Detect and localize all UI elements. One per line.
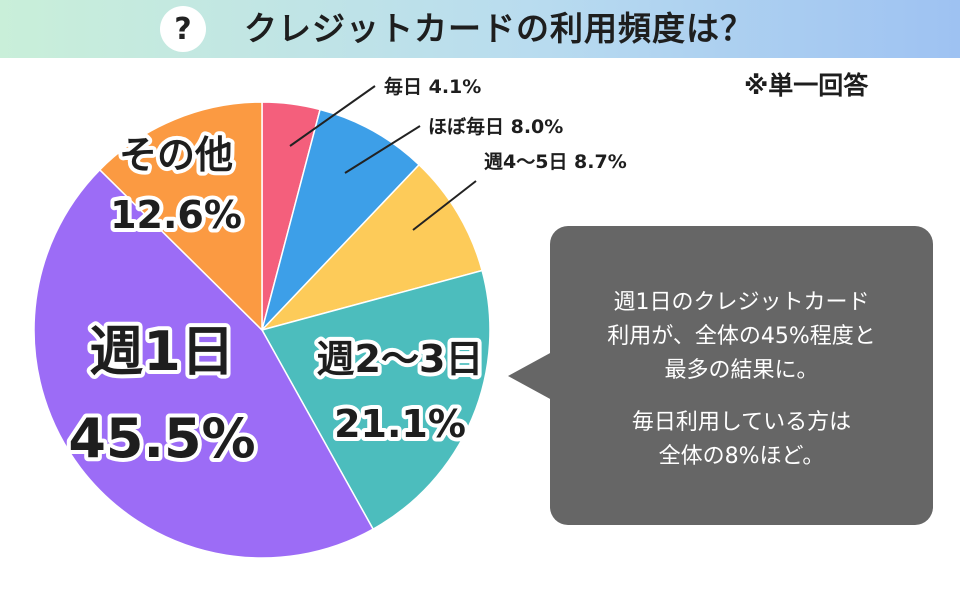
slice-category-label: 週2〜3日 xyxy=(317,337,484,381)
slice-almost-daily xyxy=(261,108,421,331)
header-banner: ? クレジットカードの利用頻度は？ xyxy=(0,0,960,58)
slice-category-label: 週1日 xyxy=(89,320,235,383)
callout-line: 利用が、全体の45%程度と xyxy=(607,324,876,349)
single-answer-note: ※単一回答 xyxy=(744,71,869,100)
summary-callout: 週1日のクレジットカード 利用が、全体の45%程度と 最多の結果に。 毎日利用し… xyxy=(550,226,933,525)
slice-2-3-days xyxy=(260,269,491,531)
leader-line xyxy=(289,85,376,147)
slice-category-label: その他 xyxy=(119,133,233,177)
slice-other xyxy=(98,101,263,332)
slice-4-5-days xyxy=(259,163,484,332)
callout-line: 最多の結果に。 xyxy=(664,358,819,383)
callout-line: 全体の8%ほど。 xyxy=(658,444,825,469)
question-glyph: ? xyxy=(174,11,192,47)
leader-line xyxy=(344,125,421,174)
slice-value-label: 45.5% xyxy=(68,407,255,470)
callout-paragraph-1: 週1日のクレジットカード 利用が、全体の45%程度と 最多の結果に。 xyxy=(550,286,933,388)
callout-line: 毎日利用している方は xyxy=(631,410,852,435)
question-icon: ? xyxy=(160,6,206,52)
slice-value-label: 21.1% xyxy=(334,402,466,446)
callout-line: 週1日のクレジットカード xyxy=(613,290,870,315)
leader-line xyxy=(412,180,477,231)
outside-data-label: 毎日 4.1% xyxy=(384,75,481,98)
outside-data-label: ほぼ毎日 8.0% xyxy=(428,115,563,138)
outside-data-label: 週4〜5日 8.7% xyxy=(484,151,627,173)
slice-value-label: 12.6% xyxy=(110,193,242,237)
callout-paragraph-2: 毎日利用している方は 全体の8%ほど。 xyxy=(550,406,933,474)
callout-tail xyxy=(508,352,552,400)
slice-1-day xyxy=(33,168,375,559)
page-title: クレジットカードの利用頻度は？ xyxy=(244,9,754,48)
